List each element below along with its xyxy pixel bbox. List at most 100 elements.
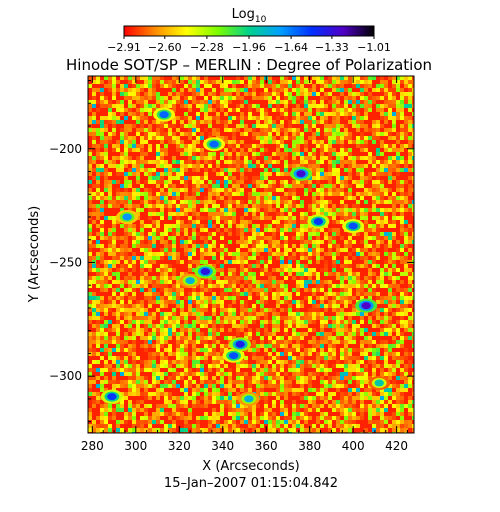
map-cell xyxy=(340,280,344,284)
map-cell xyxy=(360,296,364,300)
map-cell xyxy=(256,252,260,256)
map-cell xyxy=(180,284,184,288)
colorbar-cell xyxy=(156,26,158,36)
map-cell xyxy=(380,160,384,164)
map-cell xyxy=(196,124,200,128)
map-cell xyxy=(156,152,160,156)
map-cell xyxy=(276,128,280,132)
map-cell xyxy=(208,252,212,256)
map-cell xyxy=(348,168,352,172)
map-cell xyxy=(364,248,368,252)
map-cell xyxy=(396,180,400,184)
map-cell xyxy=(240,200,244,204)
map-cell xyxy=(276,104,280,108)
map-cell xyxy=(128,304,132,308)
map-cell xyxy=(368,260,372,264)
map-cell xyxy=(304,364,308,368)
map-cell xyxy=(388,224,392,228)
map-cell xyxy=(156,268,160,272)
map-cell xyxy=(376,224,380,228)
map-cell xyxy=(336,332,340,336)
map-cell xyxy=(216,332,220,336)
map-cell xyxy=(100,384,104,388)
map-cell xyxy=(204,104,208,108)
map-cell xyxy=(224,124,228,128)
map-cell xyxy=(376,316,380,320)
map-cell xyxy=(200,300,204,304)
map-cell xyxy=(112,216,116,220)
map-cell xyxy=(312,336,316,340)
map-cell xyxy=(364,116,368,120)
map-cell xyxy=(184,372,188,376)
map-cell xyxy=(156,120,160,124)
map-cell xyxy=(96,208,100,212)
map-cell xyxy=(368,392,372,396)
map-cell xyxy=(304,220,308,224)
map-cell xyxy=(404,256,408,260)
map-cell xyxy=(376,276,380,280)
map-cell xyxy=(128,404,132,408)
map-cell xyxy=(168,264,172,268)
map-cell xyxy=(284,76,288,80)
map-cell xyxy=(276,328,280,332)
map-cell xyxy=(408,240,412,244)
map-cell xyxy=(160,388,164,392)
map-cell xyxy=(104,144,108,148)
map-cell xyxy=(104,340,108,344)
map-cell xyxy=(392,192,396,196)
map-cell xyxy=(152,224,156,228)
map-cell xyxy=(200,396,204,400)
map-cell xyxy=(216,368,220,372)
map-cell xyxy=(284,168,288,172)
map-cell xyxy=(376,308,380,312)
colorbar-cell xyxy=(138,26,140,36)
map-cell xyxy=(376,120,380,124)
map-cell xyxy=(324,272,328,276)
map-cell xyxy=(220,356,224,360)
map-cell xyxy=(308,92,312,96)
map-cell xyxy=(236,124,240,128)
map-cell xyxy=(124,140,128,144)
map-cell xyxy=(264,268,268,272)
map-cell xyxy=(164,232,168,236)
map-cell xyxy=(144,188,148,192)
map-cell xyxy=(144,96,148,100)
map-cell xyxy=(160,320,164,324)
map-cell xyxy=(268,236,272,240)
map-cell xyxy=(272,252,276,256)
map-cell xyxy=(248,84,252,88)
map-cell xyxy=(120,184,124,188)
map-cell xyxy=(384,332,388,336)
map-cell xyxy=(136,76,140,80)
map-cell xyxy=(172,312,176,316)
map-cell xyxy=(308,256,312,260)
map-cell xyxy=(260,80,264,84)
map-cell xyxy=(156,176,160,180)
map-cell xyxy=(372,156,376,160)
map-cell xyxy=(128,300,132,304)
map-cell xyxy=(276,336,280,340)
map-cell xyxy=(360,352,364,356)
map-cell xyxy=(412,236,414,240)
map-cell xyxy=(336,96,340,100)
map-cell xyxy=(340,300,344,304)
map-cell xyxy=(88,280,92,284)
map-cell xyxy=(392,128,396,132)
map-cell xyxy=(384,328,388,332)
map-cell xyxy=(360,212,364,216)
map-cell xyxy=(124,308,128,312)
map-cell xyxy=(144,120,148,124)
map-cell xyxy=(332,384,336,388)
map-cell xyxy=(384,352,388,356)
map-cell xyxy=(104,248,108,252)
map-cell xyxy=(364,256,368,260)
map-cell xyxy=(200,280,204,284)
map-cell xyxy=(280,364,284,368)
map-cell xyxy=(368,92,372,96)
map-cell xyxy=(268,160,272,164)
map-cell xyxy=(328,112,332,116)
map-cell xyxy=(104,272,108,276)
colorbar-cell xyxy=(351,26,353,36)
map-cell xyxy=(112,88,116,92)
colorbar-cell xyxy=(264,26,266,36)
